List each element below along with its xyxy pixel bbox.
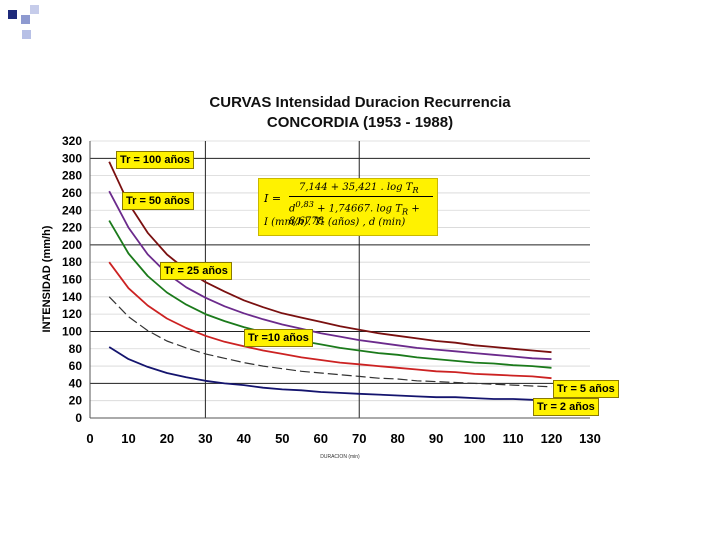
y-tick-label: 60: [69, 359, 83, 373]
y-tick-label: 120: [62, 307, 82, 321]
y-tick-label: 240: [62, 203, 82, 217]
formula-lhs: I =: [264, 192, 282, 205]
y-tick-label: 220: [62, 221, 82, 235]
y-tick-label: 300: [62, 151, 82, 165]
y-tick-label: 180: [62, 255, 82, 269]
series-label-tr100: Tr = 100 años: [116, 151, 195, 169]
formula-denominator: d0,83 + 1,74667. log TR + 8,6778: [289, 199, 420, 228]
x-tick-label: 80: [390, 431, 404, 446]
y-tick-label: 140: [62, 290, 82, 304]
y-tick-label: 80: [69, 342, 83, 356]
formula-units: I (mm/h). T₂ (años) , d (min): [264, 217, 406, 228]
series-label-tr25: Tr = 25 años: [160, 262, 232, 280]
corner-decoration: [8, 5, 39, 39]
series-line-1: [108, 190, 552, 360]
series-line-2: [108, 220, 552, 369]
series-label-tr50: Tr = 50 años: [122, 192, 194, 210]
formula-fraction-bar: [289, 196, 433, 197]
x-tick-label: 100: [464, 431, 486, 446]
y-tick-label: 280: [62, 169, 82, 183]
x-tick-label: 120: [541, 431, 563, 446]
y-tick-label: 100: [62, 324, 82, 338]
x-tick-label: 70: [352, 431, 366, 446]
x-tick-label: 40: [237, 431, 251, 446]
series-line-4: [108, 296, 552, 388]
x-tick-label: 130: [579, 431, 601, 446]
chart-subtitle: CONCORDIA (1953 - 1988): [266, 114, 454, 131]
x-tick-label: 30: [198, 431, 212, 446]
x-tick-label: 50: [275, 431, 289, 446]
x-tick-label: 90: [429, 431, 443, 446]
y-tick-label: 260: [62, 186, 82, 200]
series-label-tr10: Tr =10 años: [244, 329, 313, 347]
formula-numerator: 7,144 + 35,421 . log TR: [299, 182, 419, 195]
y-tick-label: 320: [62, 134, 82, 148]
x-tick-label: 20: [160, 431, 174, 446]
y-axis-title: INTENSIDAD (mm/h): [41, 225, 53, 332]
chart-title: CURVAS Intensidad Duracion Recurrencia: [209, 94, 511, 111]
y-tick-label: 200: [62, 238, 82, 252]
x-tick-label: 0: [86, 431, 93, 446]
y-tick-label: 0: [75, 411, 82, 425]
formula-box: I = 7,144 + 35,421 . log TR d0,83 + 1,74…: [258, 178, 438, 236]
x-tick-label: 110: [503, 431, 524, 446]
x-tick-label: 10: [121, 431, 135, 446]
y-tick-label: 20: [69, 394, 83, 408]
y-tick-label: 40: [69, 376, 83, 390]
series-label-tr5: Tr = 5 años: [553, 380, 619, 398]
x-axis-title: DURACION (min): [320, 454, 360, 460]
series-line-5: [108, 346, 552, 402]
series-line-3: [108, 261, 552, 380]
series-label-tr2: Tr = 2 años: [533, 398, 599, 416]
x-tick-label: 60: [314, 431, 328, 446]
y-tick-label: 160: [62, 273, 82, 287]
